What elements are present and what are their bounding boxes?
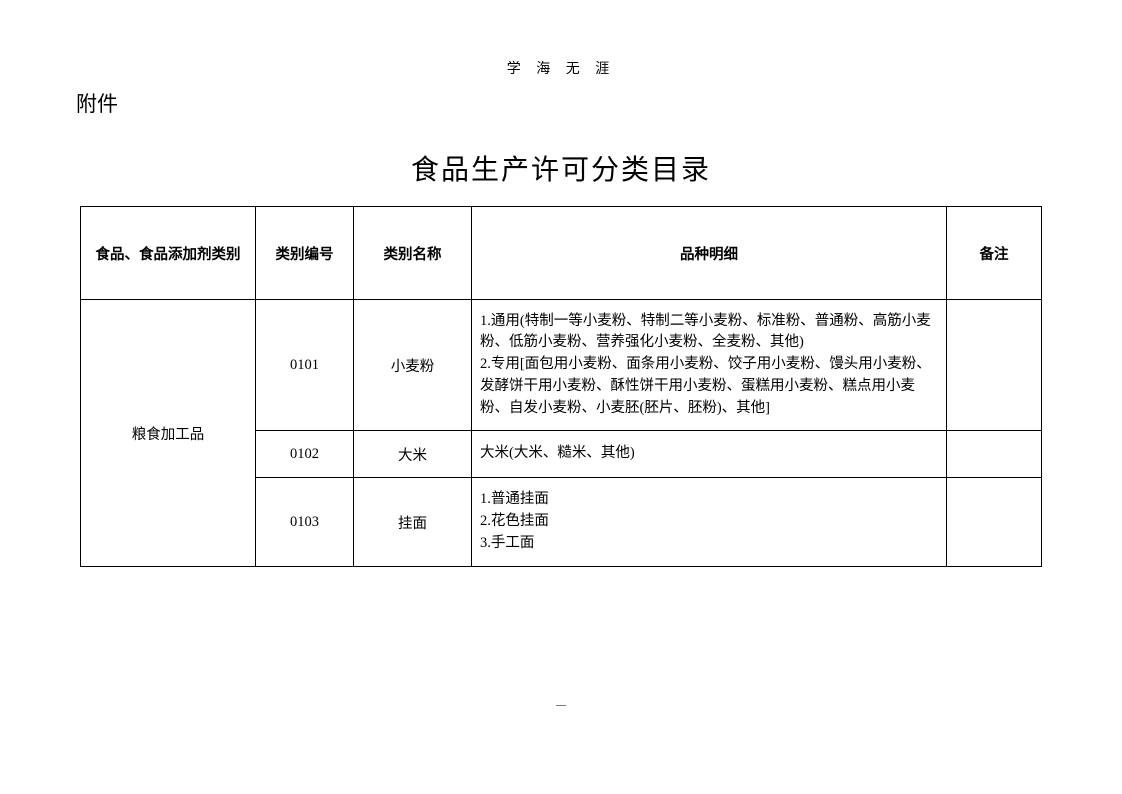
document-title: 食品生产许可分类目录: [0, 118, 1122, 206]
col-header-category: 食品、食品添加剂类别: [81, 207, 256, 300]
cell-code: 0102: [256, 431, 354, 478]
cell-detail: 1.通用(特制一等小麦粉、特制二等小麦粉、标准粉、普通粉、高筋小麦粉、低筋小麦粉…: [472, 300, 947, 431]
cell-detail: 1.普通挂面2.花色挂面3.手工面: [472, 478, 947, 567]
page-footer: —: [0, 700, 1122, 711]
col-header-detail: 品种明细: [472, 207, 947, 300]
col-header-note: 备注: [947, 207, 1042, 300]
cell-code: 0101: [256, 300, 354, 431]
table-row: 粮食加工品 0101 小麦粉 1.通用(特制一等小麦粉、特制二等小麦粉、标准粉、…: [81, 300, 1042, 431]
cell-detail: 大米(大米、糙米、其他): [472, 431, 947, 478]
cell-code: 0103: [256, 478, 354, 567]
col-header-code: 类别编号: [256, 207, 354, 300]
cell-name: 小麦粉: [354, 300, 472, 431]
cell-note: [947, 431, 1042, 478]
cell-name: 大米: [354, 431, 472, 478]
table-container: 食品、食品添加剂类别 类别编号 类别名称 品种明细 备注 粮食加工品 0101 …: [0, 206, 1122, 567]
cell-name: 挂面: [354, 478, 472, 567]
col-header-name: 类别名称: [354, 207, 472, 300]
cell-note: [947, 300, 1042, 431]
table-header-row: 食品、食品添加剂类别 类别编号 类别名称 品种明细 备注: [81, 207, 1042, 300]
cell-category: 粮食加工品: [81, 300, 256, 567]
cell-note: [947, 478, 1042, 567]
attachment-label: 附件: [0, 78, 1122, 118]
classification-table: 食品、食品添加剂类别 类别编号 类别名称 品种明细 备注 粮食加工品 0101 …: [80, 206, 1042, 567]
page-header: 学 海 无 涯: [0, 0, 1122, 78]
